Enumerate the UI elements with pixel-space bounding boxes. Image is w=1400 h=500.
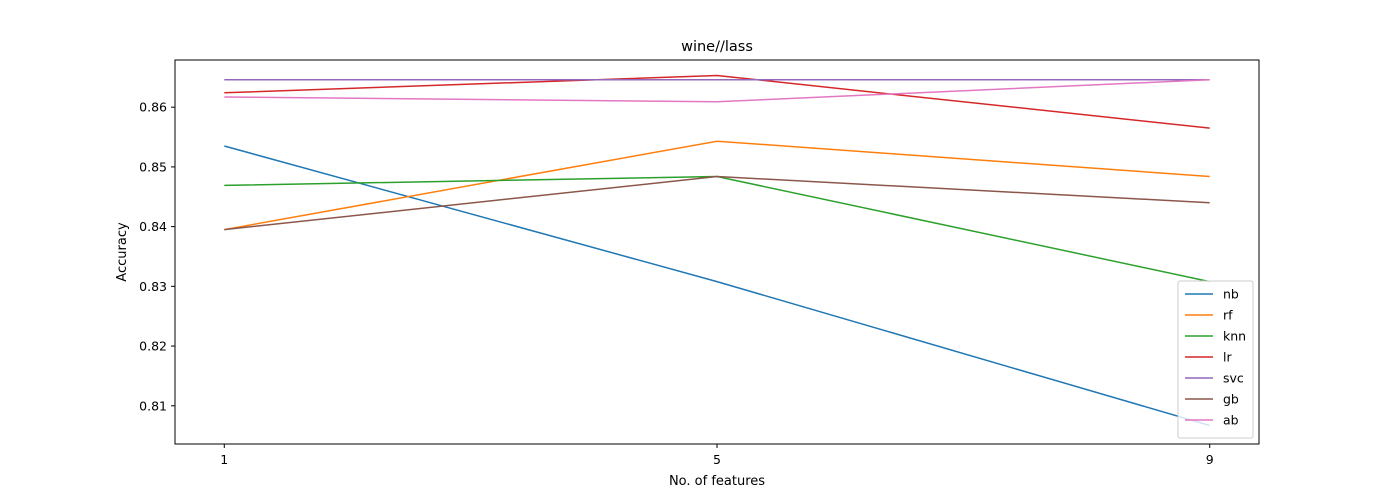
plot-frame <box>174 59 1260 445</box>
series-line-nb <box>224 145 1210 427</box>
legend-label-knn: knn <box>1223 329 1246 344</box>
legend-box <box>1177 280 1254 439</box>
y-tick-label: 0.86 <box>139 100 167 115</box>
series-line-lr <box>224 74 1210 129</box>
x-tick-label: 1 <box>220 452 228 467</box>
x-tick-label: 9 <box>1206 452 1214 467</box>
series-line-rf <box>224 140 1210 231</box>
y-tick-label: 0.85 <box>139 159 167 174</box>
legend-label-ab: ab <box>1223 413 1239 428</box>
series-line-gb <box>224 175 1210 231</box>
legend-label-lr: lr <box>1223 350 1232 365</box>
legend-label-gb: gb <box>1223 392 1239 407</box>
x-axis-label: No. of features <box>669 474 765 489</box>
y-tick-label: 0.84 <box>139 219 167 234</box>
series-line-ab <box>224 78 1210 103</box>
y-tick-label: 0.81 <box>139 398 167 413</box>
y-axis: 0.81 0.82 0.83 0.84 0.85 0.86 <box>139 100 175 413</box>
legend-label-rf: rf <box>1223 308 1233 323</box>
series-line-knn <box>224 175 1210 283</box>
x-axis: 1 5 9 <box>220 444 1214 467</box>
series-layer <box>224 74 1210 427</box>
x-tick-label: 5 <box>713 452 721 467</box>
legend-label-nb: nb <box>1223 287 1239 302</box>
legend-label-svc: svc <box>1223 371 1244 386</box>
y-axis-label: Accuracy <box>115 222 130 282</box>
chart-title: wine//lass <box>681 39 753 55</box>
legend: nb rf knn lr svc gb ab <box>1177 280 1254 439</box>
y-tick-label: 0.83 <box>139 279 167 294</box>
y-tick-label: 0.82 <box>139 339 167 354</box>
